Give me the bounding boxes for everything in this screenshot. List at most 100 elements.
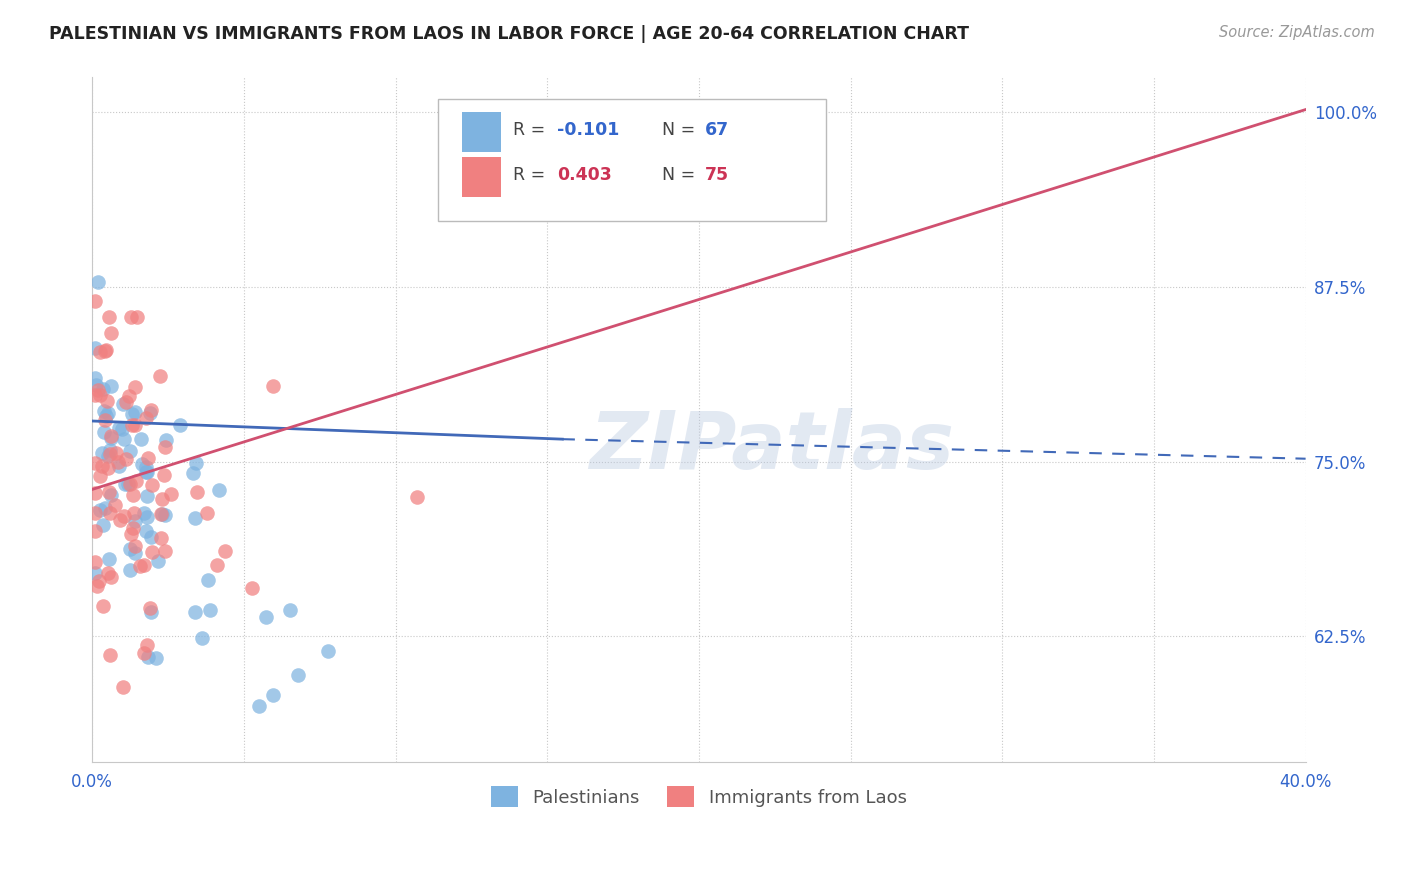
Point bbox=[108, 421, 131, 435]
Point bbox=[184, 605, 207, 619]
Point bbox=[121, 407, 143, 421]
Point bbox=[181, 466, 204, 480]
Point bbox=[141, 545, 163, 559]
Point bbox=[84, 371, 107, 385]
Point bbox=[108, 459, 131, 474]
FancyBboxPatch shape bbox=[463, 157, 501, 197]
Point bbox=[183, 510, 205, 524]
Point bbox=[114, 452, 136, 467]
Point bbox=[149, 507, 172, 521]
Point bbox=[169, 418, 191, 433]
Point bbox=[97, 449, 120, 463]
Point bbox=[98, 443, 121, 458]
Point bbox=[125, 475, 148, 489]
Point bbox=[121, 521, 143, 535]
Point bbox=[104, 446, 127, 460]
Point bbox=[139, 605, 162, 619]
Text: 0.403: 0.403 bbox=[557, 166, 612, 185]
Point bbox=[278, 603, 301, 617]
Text: 67: 67 bbox=[704, 121, 730, 139]
Point bbox=[93, 404, 115, 418]
Point bbox=[100, 488, 122, 502]
Point bbox=[104, 498, 127, 512]
Point bbox=[97, 406, 120, 420]
Point bbox=[117, 477, 139, 491]
Point bbox=[150, 491, 173, 506]
Point bbox=[118, 389, 141, 403]
Point bbox=[115, 395, 138, 409]
Point bbox=[247, 698, 270, 713]
Point bbox=[139, 530, 162, 544]
Text: ZIPatlas: ZIPatlas bbox=[589, 408, 955, 486]
Point bbox=[208, 483, 231, 497]
Point bbox=[131, 458, 153, 472]
Point bbox=[84, 388, 107, 402]
Point bbox=[84, 378, 107, 392]
Point bbox=[125, 310, 148, 325]
Text: N =: N = bbox=[662, 166, 702, 185]
Point bbox=[84, 566, 107, 580]
Point bbox=[120, 526, 142, 541]
Point bbox=[84, 524, 107, 538]
Point bbox=[98, 485, 121, 500]
Point bbox=[93, 413, 115, 427]
Point bbox=[107, 454, 129, 468]
Point bbox=[84, 341, 107, 355]
Point bbox=[155, 433, 177, 447]
Point bbox=[121, 488, 143, 502]
Point bbox=[124, 539, 146, 553]
Point bbox=[141, 478, 163, 492]
Point bbox=[139, 601, 162, 615]
Text: N =: N = bbox=[662, 121, 702, 139]
Point bbox=[139, 403, 162, 417]
Point bbox=[96, 393, 118, 408]
Point bbox=[148, 554, 170, 568]
Point bbox=[100, 429, 122, 443]
Point bbox=[112, 432, 135, 446]
Point bbox=[186, 456, 208, 470]
Point bbox=[136, 451, 159, 466]
FancyBboxPatch shape bbox=[439, 99, 827, 221]
Point bbox=[124, 405, 146, 419]
Point bbox=[207, 558, 229, 572]
Point bbox=[155, 440, 177, 454]
Text: 75: 75 bbox=[704, 166, 730, 185]
Point bbox=[96, 409, 118, 423]
Point bbox=[98, 648, 121, 663]
Point bbox=[135, 465, 157, 479]
Point bbox=[134, 558, 156, 572]
Point bbox=[214, 543, 236, 558]
Point bbox=[135, 411, 157, 425]
Point bbox=[150, 508, 173, 522]
Point bbox=[406, 490, 429, 504]
Point bbox=[97, 461, 120, 475]
Point bbox=[91, 517, 114, 532]
Point bbox=[145, 650, 167, 665]
Point bbox=[118, 477, 141, 491]
Point bbox=[100, 431, 122, 445]
Point bbox=[149, 369, 172, 384]
Point bbox=[84, 556, 107, 570]
Point bbox=[110, 422, 132, 436]
Point bbox=[112, 680, 135, 694]
Point bbox=[132, 506, 155, 520]
Point bbox=[124, 418, 146, 433]
Point bbox=[129, 432, 152, 446]
Point bbox=[84, 506, 107, 520]
Point bbox=[86, 579, 108, 593]
Point bbox=[112, 397, 135, 411]
Point bbox=[186, 485, 208, 500]
Point bbox=[100, 379, 122, 393]
Point bbox=[100, 570, 122, 584]
Point bbox=[136, 465, 159, 479]
Point bbox=[89, 388, 111, 402]
Point bbox=[195, 506, 218, 520]
Point bbox=[93, 382, 115, 396]
Point bbox=[112, 508, 135, 523]
Point bbox=[121, 418, 143, 433]
Point bbox=[136, 638, 159, 652]
Point bbox=[318, 644, 340, 658]
Text: Source: ZipAtlas.com: Source: ZipAtlas.com bbox=[1219, 25, 1375, 40]
Point bbox=[191, 632, 214, 646]
Point bbox=[98, 310, 121, 324]
